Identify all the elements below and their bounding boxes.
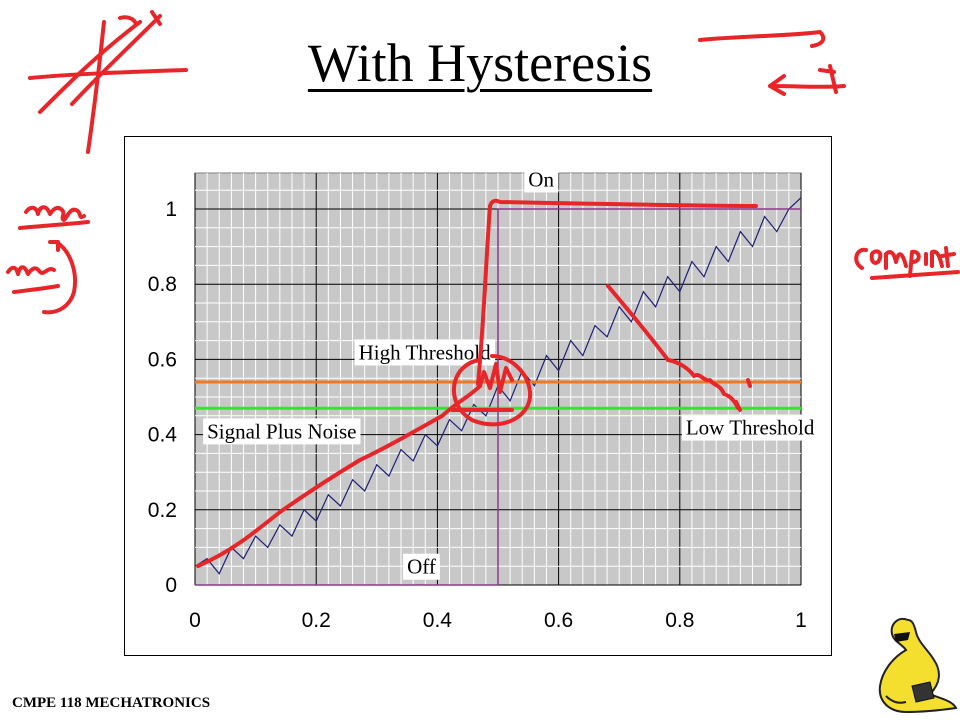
tick-labels: 0 0.2 0.4 0.6 0.8 1 0 0.2 0.4 0.6 0.8 1 (148, 198, 807, 632)
annotation-label: On (528, 167, 554, 191)
ink-msel-note-icon (6, 205, 90, 315)
chart-frame: 0 0.2 0.4 0.6 0.8 1 0 0.2 0.4 0.6 0.8 1 On High Thre… (124, 136, 832, 656)
y-tick-label: 0.2 (148, 499, 177, 522)
y-tick-label: 0.4 (148, 424, 178, 447)
x-tick-label: 0.6 (544, 609, 573, 632)
hysteresis-chart: 0 0.2 0.4 0.6 0.8 1 0 0.2 0.4 0.6 0.8 1 On High Thre… (148, 166, 819, 632)
annotation-box (524, 166, 559, 193)
x-tick-label: 0.4 (423, 609, 453, 632)
annotation-label: Signal Plus Noise (207, 419, 356, 443)
slide-title: With Hysteresis (307, 33, 653, 93)
x-tick-label: 0 (189, 609, 201, 632)
x-tick-label: 0.8 (665, 609, 694, 632)
footer-course-name: CMPE 118 MECHATRONICS (12, 695, 211, 711)
y-tick-label: 0.6 (148, 348, 177, 371)
x-tick-label: 1 (795, 609, 807, 632)
annotation-label: High Threshold (359, 340, 492, 364)
banana-slug-mascot-icon (878, 618, 958, 714)
annotation-label: Off (407, 555, 436, 579)
ink-comparator-note-icon (854, 246, 960, 280)
annotation-label: Low Threshold (686, 416, 815, 440)
y-tick-label: 1 (165, 198, 177, 221)
y-tick-label: 0 (165, 574, 177, 597)
annotation-box (681, 414, 819, 441)
x-tick-label: 0.2 (302, 609, 331, 632)
y-tick-label: 0.8 (148, 273, 177, 296)
